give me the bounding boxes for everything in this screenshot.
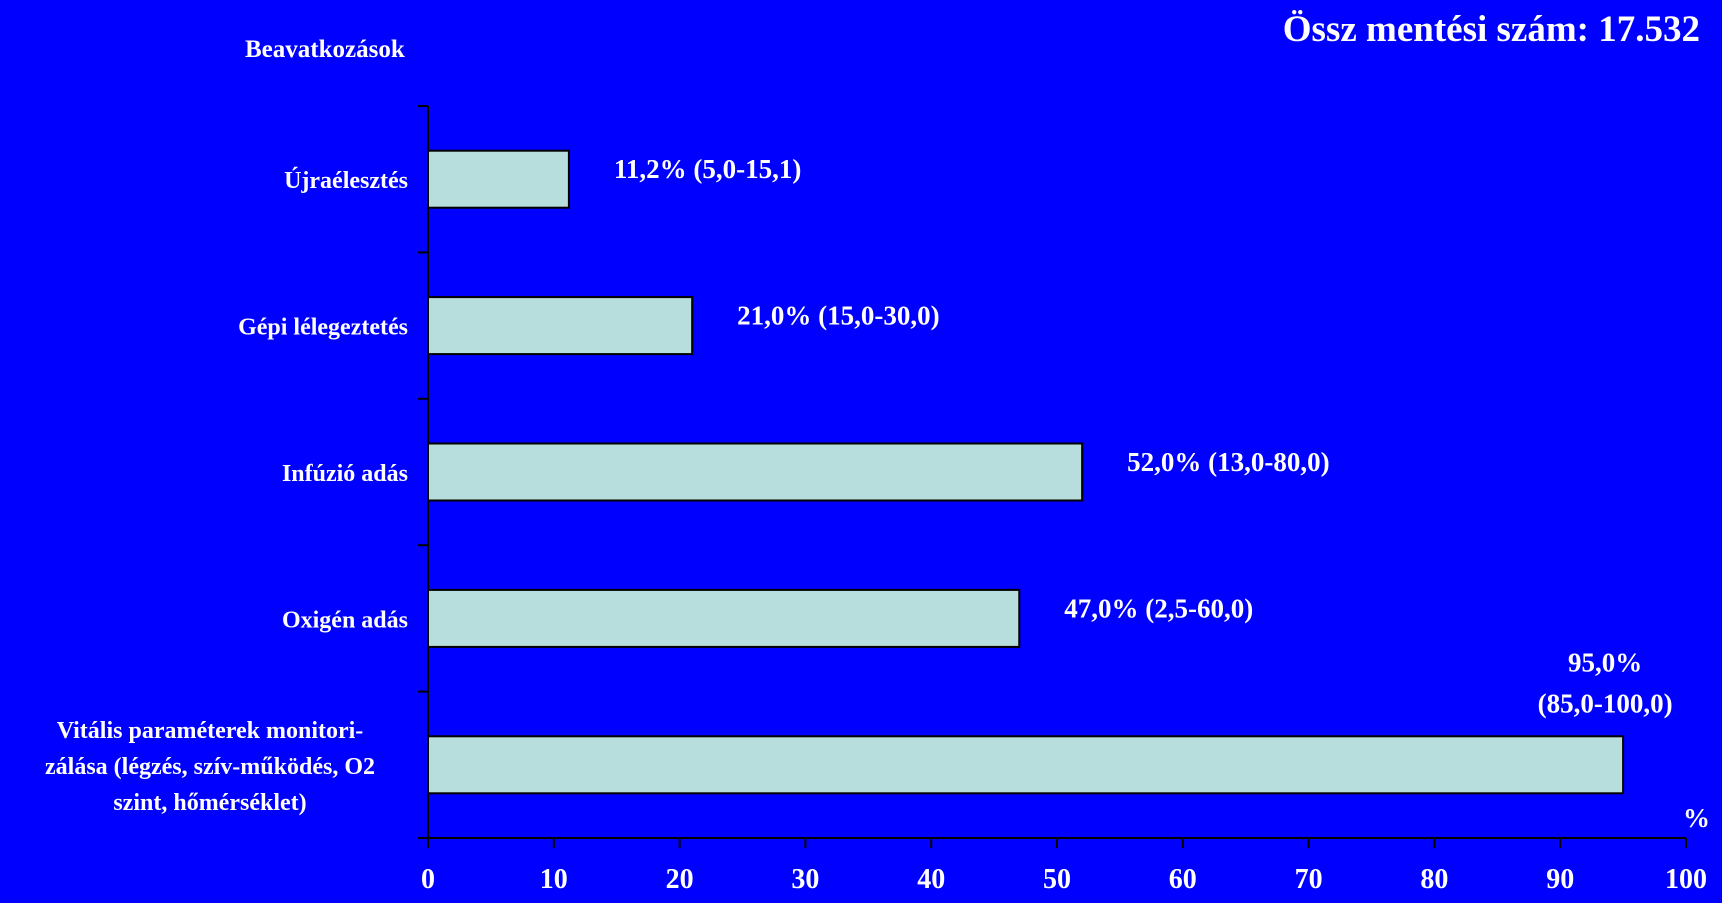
category-label: Infúzió adás [282,461,408,487]
bar [427,442,1084,502]
data-label: 11,2% (5,0-15,1) [614,154,801,184]
x-axis-unit: % [1683,803,1710,833]
x-tick-label: 60 [1169,864,1197,895]
category-label: Oxigén adás [282,607,408,633]
data-label: 21,0% (15,0-30,0) [737,301,939,331]
x-tick-label: 70 [1295,864,1323,895]
x-tick-label: 100 [1665,864,1707,895]
data-label: 52,0% (13,0-80,0) [1127,447,1329,477]
x-tick-label: 30 [791,864,819,895]
bar [427,296,694,356]
bar [427,588,1021,648]
y-axis-title: Beavatkozások [245,36,405,63]
category-label: Vitális paraméterek monitori-zálása (lég… [45,718,375,816]
x-tick-label: 90 [1546,864,1574,895]
chart-title: Össz mentési szám: 17.532 [1282,9,1700,50]
data-label: 47,0% (2,5-60,0) [1064,593,1253,623]
category-label: Újraélesztés [284,168,408,194]
x-tick-label: 10 [540,864,568,895]
x-tick-label: 50 [1043,864,1071,895]
category-label: Gépi lélegeztetés [238,315,408,341]
x-tick-label: 80 [1420,864,1448,895]
bar [427,149,570,209]
x-tick-label: 20 [666,864,694,895]
x-tick-label: 40 [917,864,945,895]
bar [427,735,1625,795]
data-label: 95,0% (85,0-100,0) [1538,647,1673,718]
x-tick-label: 0 [421,864,435,895]
